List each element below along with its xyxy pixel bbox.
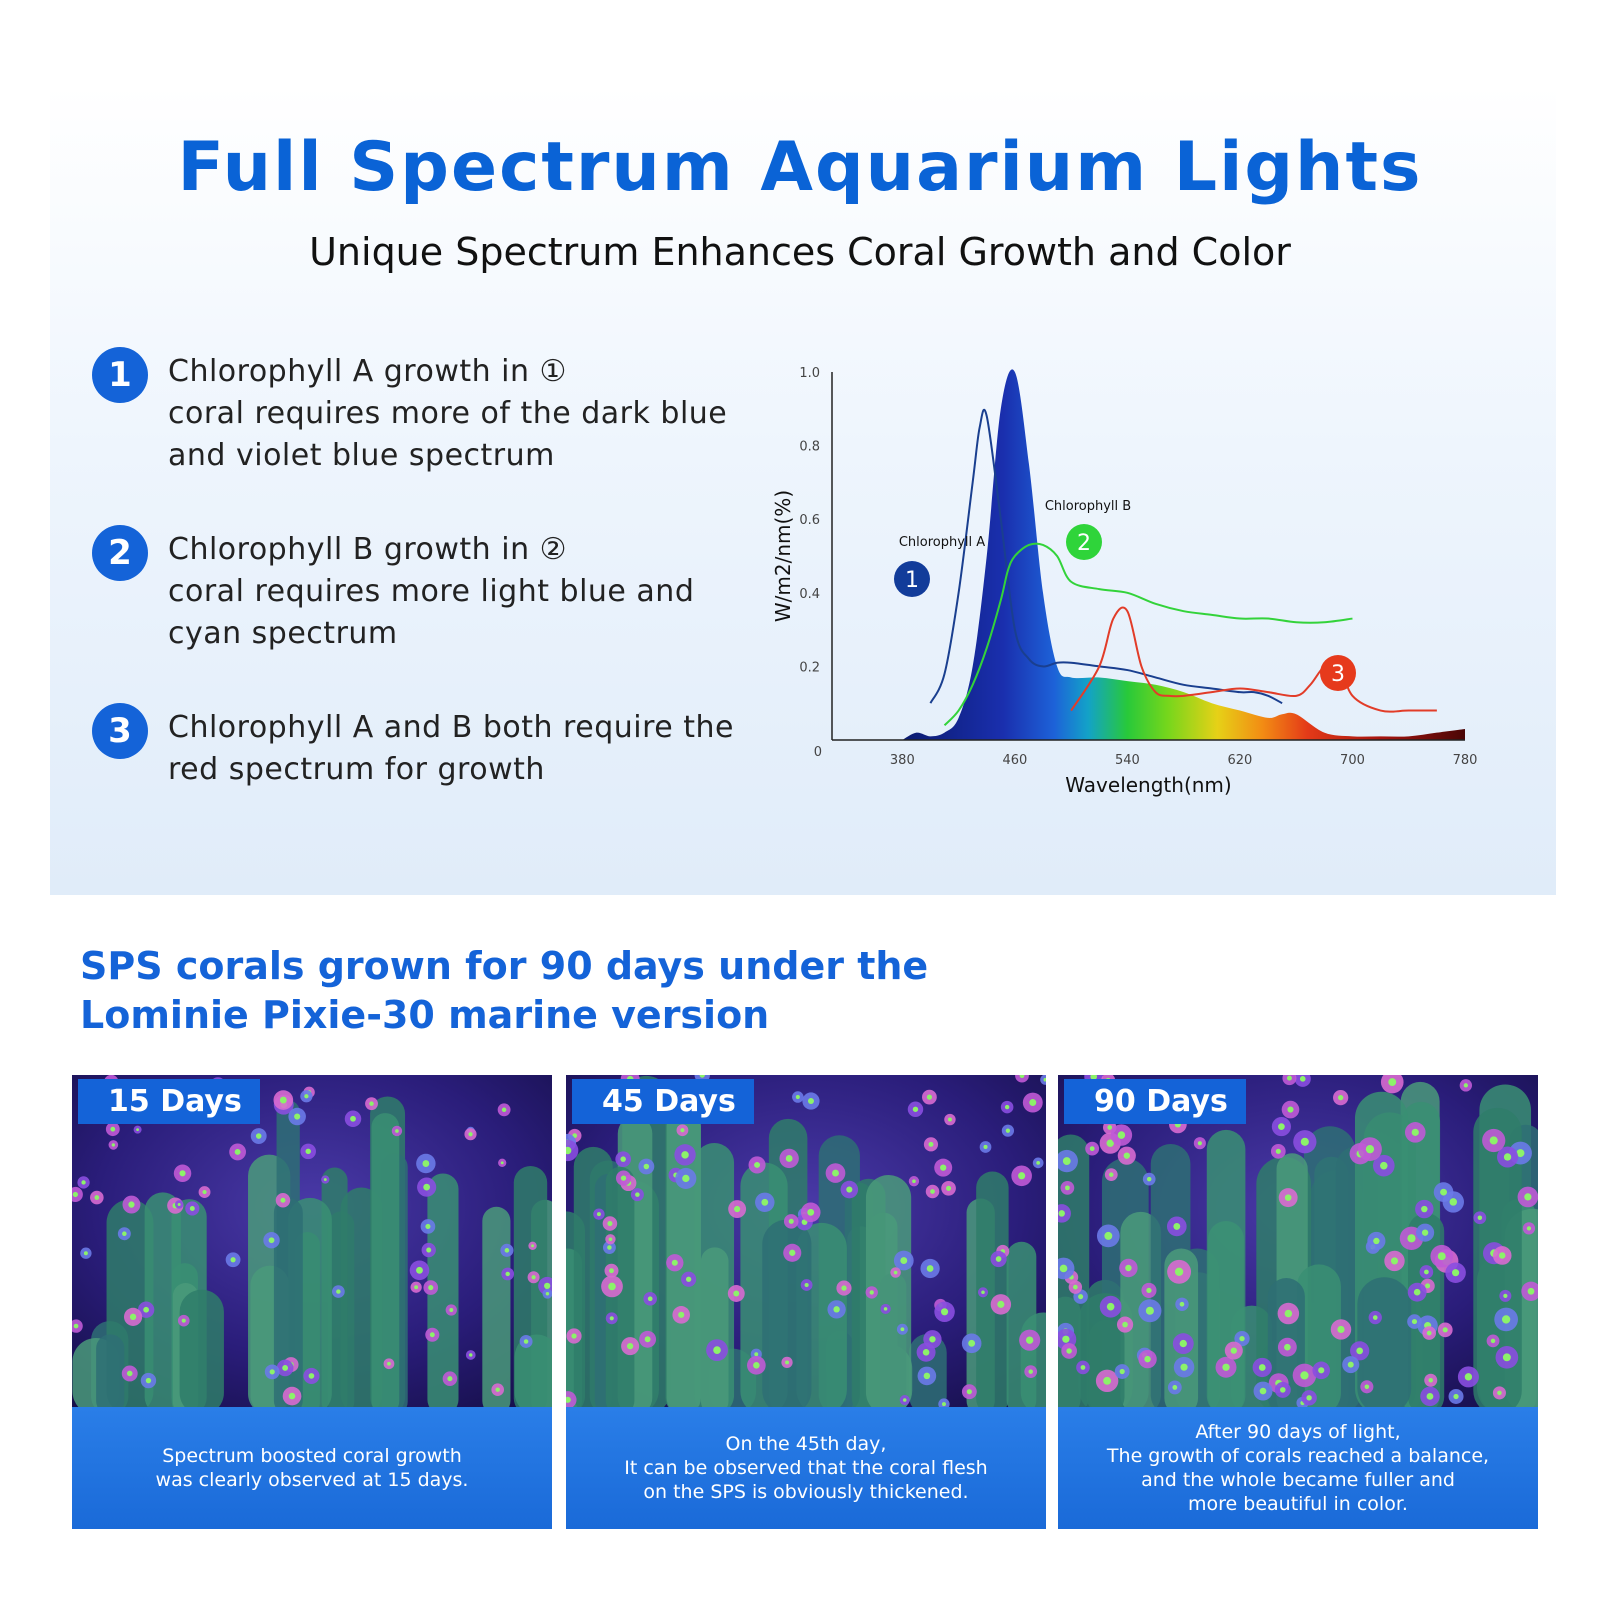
- y-tick-label: 0.2: [799, 660, 820, 675]
- point-line: red spectrum for growth: [168, 752, 545, 787]
- series-marker-label: 1: [905, 568, 919, 593]
- y-tick-label: 0: [814, 745, 822, 760]
- caption-line: On the 45th day,: [725, 1433, 887, 1455]
- card-caption: Spectrum boosted coral growth was clearl…: [72, 1407, 552, 1529]
- page-subtitle: Unique Spectrum Enhances Coral Growth an…: [309, 230, 1291, 274]
- point-text: Chlorophyll B growth in ② coral requires…: [168, 529, 768, 655]
- x-tick-label: 700: [1340, 753, 1365, 768]
- coral-illustration: [72, 1075, 552, 1407]
- spectrum-area: [902, 369, 1465, 740]
- x-tick-label: 540: [1115, 753, 1140, 768]
- point-number-badge: 2: [92, 525, 148, 581]
- annotation-chlorophyll-a: Chlorophyll A: [899, 535, 985, 550]
- annotation-chlorophyll-b: Chlorophyll B: [1045, 499, 1131, 514]
- section-title: SPS corals grown for 90 days under the L…: [80, 942, 928, 1040]
- point-number-badge: 1: [92, 347, 148, 403]
- point-line: coral requires more of the dark blue: [168, 396, 728, 431]
- day-badge: 15 Days: [78, 1079, 260, 1124]
- spectrum-chart: 0 0.2 0.4 0.6 0.8 1.0 380 460 540 620 700 780 Wavele…: [771, 366, 1478, 797]
- caption-line: on the SPS is obviously thickened.: [643, 1481, 969, 1503]
- coral-photo: [72, 1075, 552, 1407]
- series-marker-label: 3: [1331, 662, 1345, 687]
- y-tick-label: 1.0: [799, 366, 820, 381]
- spectrum-panel: [50, 85, 1556, 895]
- page-title: Full Spectrum Aquarium Lights: [177, 128, 1423, 207]
- y-tick-label: 0.8: [799, 440, 820, 455]
- series-line-3: [1070, 606, 1437, 713]
- caption-line: was clearly observed at 15 days.: [155, 1469, 469, 1491]
- coral-illustration: [566, 1075, 1046, 1407]
- point-text: Chlorophyll A and B both require the red…: [168, 707, 768, 791]
- series-marker-1: [894, 561, 930, 597]
- x-tick-label: 780: [1453, 753, 1478, 768]
- caption-line: Spectrum boosted coral growth: [162, 1445, 462, 1467]
- series-line-2: [943, 542, 1353, 726]
- caption-line: more beautiful in color.: [1188, 1493, 1408, 1515]
- point-number-badge: 3: [92, 703, 148, 759]
- coral-card-45-days: 45 Days On the 45th day, It can be obser…: [566, 1075, 1046, 1529]
- section-title-line: Lominie Pixie-30 marine version: [80, 993, 770, 1037]
- section-title-line: SPS corals grown for 90 days under the: [80, 944, 929, 988]
- caption-line: After 90 days of light,: [1195, 1421, 1401, 1443]
- point-line: and violet blue spectrum: [168, 438, 555, 473]
- series-marker-label: 2: [1077, 531, 1091, 556]
- x-tick-label: 460: [1002, 753, 1027, 768]
- point-line: Chlorophyll A and B both require the: [168, 710, 734, 745]
- y-axis-label: W/m2/nm(%): [771, 490, 795, 622]
- y-tick-label: 0.6: [799, 513, 820, 528]
- card-caption: After 90 days of light, The growth of co…: [1058, 1407, 1538, 1529]
- day-badge: 90 Days: [1064, 1079, 1246, 1124]
- caption-line: and the whole became fuller and: [1141, 1469, 1455, 1491]
- point-line: Chlorophyll A growth in ①: [168, 354, 567, 389]
- coral-photo: [1058, 1075, 1538, 1407]
- point-line: cyan spectrum: [168, 616, 398, 651]
- x-axis-label: Wavelength(nm): [1065, 773, 1231, 797]
- coral-illustration: [1058, 1075, 1538, 1407]
- x-tick-label: 620: [1228, 753, 1253, 768]
- point-line: coral requires more light blue and: [168, 574, 695, 609]
- day-badge: 45 Days: [572, 1079, 754, 1124]
- coral-photo: [566, 1075, 1046, 1407]
- caption-line: The growth of corals reached a balance,: [1106, 1445, 1490, 1467]
- y-tick-label: 0.4: [799, 587, 820, 602]
- point-line: Chlorophyll B growth in ②: [168, 532, 568, 567]
- point-text: Chlorophyll A growth in ① coral requires…: [168, 351, 768, 477]
- series-marker-2: [1066, 524, 1102, 560]
- x-tick-label: 380: [890, 753, 915, 768]
- caption-line: It can be observed that the coral flesh: [624, 1457, 988, 1479]
- card-caption: On the 45th day, It can be observed that…: [566, 1407, 1046, 1529]
- coral-card-15-days: 15 Days Spectrum boosted coral growth wa…: [72, 1075, 552, 1529]
- series-marker-3: [1320, 655, 1356, 691]
- coral-card-90-days: 90 Days After 90 days of light, The grow…: [1058, 1075, 1538, 1529]
